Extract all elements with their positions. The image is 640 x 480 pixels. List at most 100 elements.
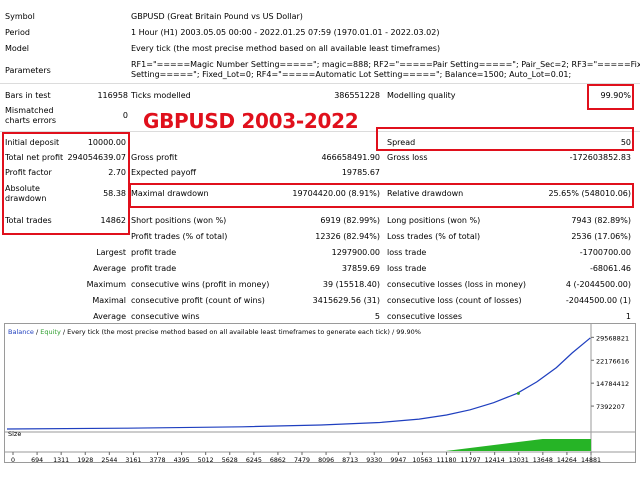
balance-chart: Balance / Equity / Every tick (the most … xyxy=(4,323,636,463)
model-label: Model xyxy=(5,44,30,53)
period-value: 1 Hour (H1) 2003.05.05 00:00 - 2022.01.2… xyxy=(131,28,440,37)
x-tick-label: 9947 xyxy=(390,457,406,462)
largest-profit-value: 1297900.00 xyxy=(331,248,380,257)
gross-loss-value: -172603852.83 xyxy=(569,153,631,162)
max-drawdown-value: 19704420.00 (8.91%) xyxy=(292,189,380,198)
profit-trades-label: Profit trades (% of total) xyxy=(131,232,228,241)
divider xyxy=(0,83,640,84)
total-trades-value: 14862 xyxy=(100,216,126,225)
quality-label: Modelling quality xyxy=(387,91,456,100)
long-value: 7943 (82.89%) xyxy=(571,216,631,225)
symbol-label: Symbol xyxy=(5,12,35,21)
divider xyxy=(0,131,640,132)
abs-drawdown-label-2: drawdown xyxy=(5,194,47,203)
symbol-value: GBPUSD (Great Britain Pound vs US Dollar… xyxy=(131,12,303,21)
x-tick-label: 14264 xyxy=(557,457,577,462)
quality-value: 99.90% xyxy=(600,91,631,100)
loss-trades-label: Loss trades (% of total) xyxy=(387,232,481,241)
maximal-label: Maximal xyxy=(92,296,126,305)
average-label: Average xyxy=(93,264,126,273)
ticks-value: 386551228 xyxy=(334,91,380,100)
x-tick-label: 10563 xyxy=(412,457,432,462)
avg-cons-label: Average xyxy=(93,312,126,321)
gross-loss-label: Gross loss xyxy=(387,153,428,162)
x-tick-label: 5012 xyxy=(198,457,214,462)
parameters-line-1: RF1="=====Magic Number Setting====="; ma… xyxy=(131,60,640,69)
x-tick-label: 12414 xyxy=(485,457,505,462)
x-tick-label: 11180 xyxy=(436,457,456,462)
largest-profit-label: profit trade xyxy=(131,248,177,257)
expected-payoff-label: Expected payoff xyxy=(131,168,196,177)
model-value: Every tick (the most precise method base… xyxy=(131,44,441,53)
avg-cons-losses-value: 1 xyxy=(625,312,631,321)
average-profit-value: 37859.69 xyxy=(341,264,380,273)
total-trades-label: Total trades xyxy=(5,216,52,225)
short-value: 6919 (82.99%) xyxy=(320,216,380,225)
maximal-cons-profit-value: 3415629.56 (31) xyxy=(312,296,380,305)
long-label: Long positions (won %) xyxy=(387,216,481,225)
max-cons-losses-label: consecutive losses (loss in money) xyxy=(387,280,527,289)
largest-loss-label: loss trade xyxy=(387,248,427,257)
x-tick-label: 8096 xyxy=(318,457,334,462)
x-tick-label: 5628 xyxy=(222,457,238,462)
maximal-cons-profit-label: consecutive profit (count of wins) xyxy=(131,296,265,305)
parameters-label: Parameters xyxy=(5,66,51,75)
average-profit-label: profit trade xyxy=(131,264,177,273)
x-tick-label: 4395 xyxy=(174,457,190,462)
spread-value: 50 xyxy=(620,138,631,147)
avg-cons-wins-label: consecutive wins xyxy=(131,312,200,321)
short-label: Short positions (won %) xyxy=(131,216,227,225)
spread-highlight-box xyxy=(376,127,634,151)
x-tick-label: 694 xyxy=(31,457,43,462)
net-profit-value: 294054639.07 xyxy=(67,153,126,162)
avg-cons-wins-value: 5 xyxy=(374,312,380,321)
parameters-line-2: Setting====="; Fixed_Lot=0; RF4="=====Au… xyxy=(131,70,572,79)
average-loss-label: loss trade xyxy=(387,264,427,273)
legend-equity: Equity xyxy=(40,328,61,336)
gross-profit-value: 466658491.90 xyxy=(321,153,380,162)
equity-point xyxy=(516,391,520,395)
spread-label: Spread xyxy=(387,138,416,147)
legend-quality: / 99.90% xyxy=(389,328,421,336)
legend-description: / Every tick (the most precise method ba… xyxy=(60,328,390,336)
initial-deposit-label: Initial deposit xyxy=(5,138,60,147)
max-drawdown-label: Maximal drawdown xyxy=(131,189,209,198)
max-cons-wins-label: consecutive wins (profit in money) xyxy=(131,280,270,289)
overlay-title: GBPUSD 2003-2022 xyxy=(143,109,359,133)
chart-legend: Balance / Equity / Every tick (the most … xyxy=(8,327,421,337)
gross-profit-label: Gross profit xyxy=(131,153,178,162)
abs-drawdown-label-1: Absolute xyxy=(5,184,40,193)
y-tick-label: 22176616 xyxy=(596,357,629,365)
x-tick-label: 13648 xyxy=(533,457,553,462)
profit-factor-value: 2.70 xyxy=(108,168,126,177)
balance-line xyxy=(6,337,591,430)
size-area xyxy=(445,439,591,451)
y-tick-label: 29568821 xyxy=(596,334,629,342)
x-tick-label: 1311 xyxy=(53,457,69,462)
avg-cons-losses-label: consecutive losses xyxy=(387,312,463,321)
x-tick-label: 14881 xyxy=(581,457,601,462)
period-label: Period xyxy=(5,28,30,37)
x-tick-label: 6862 xyxy=(270,457,286,462)
legend-separator: / xyxy=(33,328,41,336)
x-tick-label: 1928 xyxy=(77,457,93,462)
bars-label: Bars in test xyxy=(5,91,51,100)
drawdown-highlight-box xyxy=(129,183,634,208)
rel-drawdown-value: 25.65% (548010.06) xyxy=(548,189,631,198)
bars-value: 116958 xyxy=(97,91,128,100)
y-tick-label: 14784412 xyxy=(596,380,629,388)
x-tick-label: 7479 xyxy=(294,457,310,462)
maximal-cons-loss-value: -2044500.00 (1) xyxy=(565,296,631,305)
legend-balance: Balance xyxy=(8,328,34,336)
x-tick-label: 9330 xyxy=(366,457,382,462)
expected-payoff-value: 19785.67 xyxy=(341,168,380,177)
ticks-label: Ticks modelled xyxy=(131,91,191,100)
mismatch-label-2: charts errors xyxy=(5,116,57,125)
x-tick-label: 8713 xyxy=(342,457,358,462)
x-tick-label: 3778 xyxy=(149,457,165,462)
largest-loss-value: -1700700.00 xyxy=(579,248,631,257)
size-label: Size xyxy=(8,430,21,438)
profit-factor-label: Profit factor xyxy=(5,168,52,177)
x-tick-label: 13031 xyxy=(509,457,529,462)
x-tick-label: 3161 xyxy=(125,457,141,462)
